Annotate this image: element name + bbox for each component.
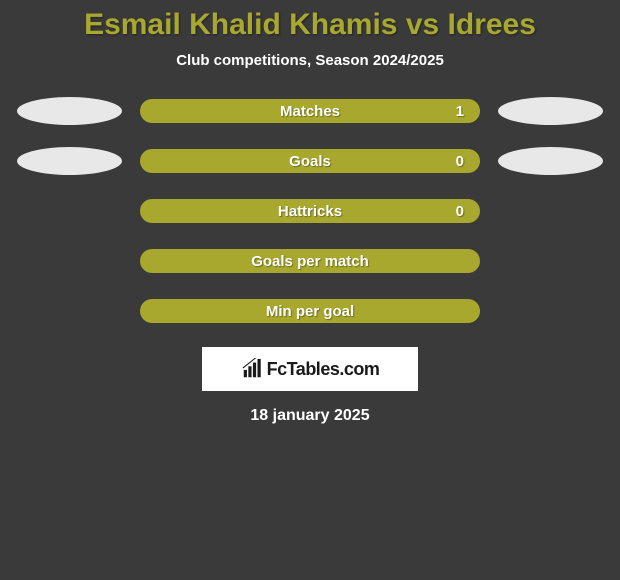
ellipse-spacer bbox=[498, 297, 603, 325]
stat-label: Matches bbox=[280, 103, 340, 120]
stat-bar: Min per goal bbox=[140, 299, 480, 323]
stat-bar: Goals 0 bbox=[140, 149, 480, 173]
barchart-icon bbox=[241, 358, 263, 380]
stat-label: Min per goal bbox=[266, 303, 354, 320]
right-ellipse bbox=[498, 147, 603, 175]
ellipse-spacer bbox=[498, 197, 603, 225]
stat-bar: Matches 1 bbox=[140, 99, 480, 123]
page-title: Esmail Khalid Khamis vs Idrees bbox=[0, 8, 620, 42]
left-ellipse bbox=[17, 97, 122, 125]
stat-bar: Goals per match bbox=[140, 249, 480, 273]
ellipse-spacer bbox=[498, 247, 603, 275]
ellipse-spacer bbox=[17, 297, 122, 325]
stat-label: Goals bbox=[289, 153, 331, 170]
right-ellipse bbox=[498, 97, 603, 125]
date-label: 18 january 2025 bbox=[0, 407, 620, 425]
logo-text: FcTables.com bbox=[267, 359, 380, 380]
ellipse-spacer bbox=[17, 247, 122, 275]
stat-row: Goals per match bbox=[0, 247, 620, 275]
stat-bar: Hattricks 0 bbox=[140, 199, 480, 223]
logo-box: FcTables.com bbox=[202, 347, 418, 391]
stat-row: Goals 0 bbox=[0, 147, 620, 175]
stat-label: Goals per match bbox=[251, 253, 369, 270]
stats-block: Matches 1 Goals 0 Hattricks 0 Goals per match M… bbox=[0, 97, 620, 325]
subtitle: Club competitions, Season 2024/2025 bbox=[0, 52, 620, 69]
stat-label: Hattricks bbox=[278, 203, 342, 220]
left-ellipse bbox=[17, 147, 122, 175]
stat-row: Min per goal bbox=[0, 297, 620, 325]
stat-row: Hattricks 0 bbox=[0, 197, 620, 225]
ellipse-spacer bbox=[17, 197, 122, 225]
stat-value: 1 bbox=[456, 103, 464, 120]
stat-value: 0 bbox=[456, 203, 464, 220]
stat-row: Matches 1 bbox=[0, 97, 620, 125]
comparison-infographic: Esmail Khalid Khamis vs Idrees Club comp… bbox=[0, 0, 620, 425]
stat-value: 0 bbox=[456, 153, 464, 170]
